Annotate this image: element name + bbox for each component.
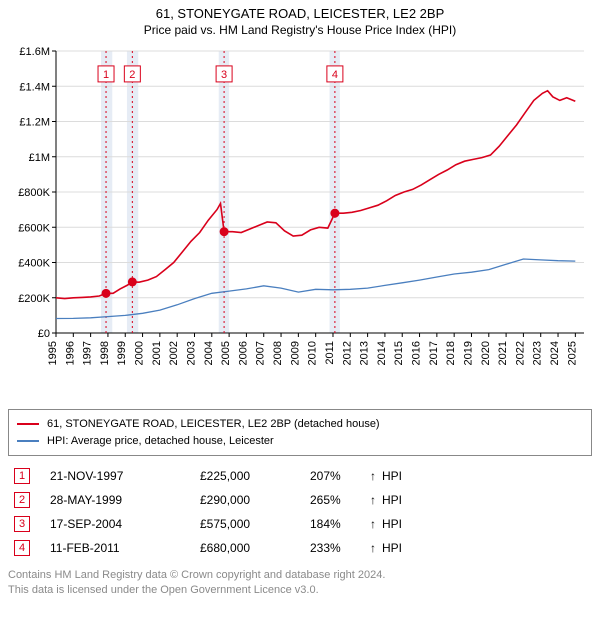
svg-text:£1.4M: £1.4M	[19, 81, 50, 93]
tx-hpi-label: HPI	[382, 517, 422, 531]
up-arrow-icon: ↑	[370, 469, 382, 483]
svg-text:£0: £0	[38, 328, 50, 340]
svg-text:£600K: £600K	[18, 222, 50, 234]
tx-marker-1: 1	[14, 468, 30, 484]
legend-row-hpi: HPI: Average price, detached house, Leic…	[17, 433, 583, 450]
svg-text:£400K: £400K	[18, 258, 50, 270]
tx-date: 28-MAY-1999	[50, 493, 200, 507]
chart-area: £0 £200K £400K £600K £800K £1M £1.2M £1.4M £1.6M…	[8, 43, 592, 403]
svg-text:2024: 2024	[549, 341, 561, 365]
tx-price: £575,000	[200, 517, 310, 531]
legend-swatch-property	[17, 423, 39, 425]
tx-hpi-label: HPI	[382, 493, 422, 507]
page: { "titles": { "line1": "61, STONEYGATE R…	[0, 0, 600, 620]
tx-hpi-label: HPI	[382, 469, 422, 483]
tx-date: 11-FEB-2011	[50, 541, 200, 555]
legend-row-property: 61, STONEYGATE ROAD, LEICESTER, LE2 2BP …	[17, 416, 583, 433]
svg-text:£800K: £800K	[18, 187, 50, 199]
tx-price: £290,000	[200, 493, 310, 507]
up-arrow-icon: ↑	[370, 493, 382, 507]
svg-text:2013: 2013	[359, 341, 371, 365]
svg-text:1997: 1997	[82, 341, 94, 365]
svg-text:£200K: £200K	[18, 293, 50, 305]
tx-price: £225,000	[200, 469, 310, 483]
table-row: 2 28-MAY-1999 £290,000 265% ↑ HPI	[8, 488, 592, 512]
legend-label-property: 61, STONEYGATE ROAD, LEICESTER, LE2 2BP …	[47, 416, 380, 433]
svg-text:2004: 2004	[203, 341, 215, 365]
svg-text:2020: 2020	[480, 341, 492, 365]
svg-text:2025: 2025	[566, 341, 578, 365]
chart-title-subtitle: Price paid vs. HM Land Registry's House …	[8, 23, 592, 37]
svg-text:£1.2M: £1.2M	[19, 117, 50, 129]
legend-label-hpi: HPI: Average price, detached house, Leic…	[47, 433, 274, 450]
svg-text:2017: 2017	[428, 341, 440, 365]
tx-price: £680,000	[200, 541, 310, 555]
svg-text:£1.6M: £1.6M	[19, 46, 50, 58]
table-row: 1 21-NOV-1997 £225,000 207% ↑ HPI	[8, 464, 592, 488]
svg-text:1995: 1995	[47, 341, 59, 365]
tx-date: 21-NOV-1997	[50, 469, 200, 483]
svg-text:2007: 2007	[255, 341, 267, 365]
svg-text:2000: 2000	[134, 341, 146, 365]
svg-text:2003: 2003	[185, 341, 197, 365]
svg-text:£1M: £1M	[29, 152, 50, 164]
svg-text:1998: 1998	[99, 341, 111, 365]
tx-marker-4: 4	[14, 540, 30, 556]
svg-text:1996: 1996	[64, 341, 76, 365]
svg-text:4: 4	[332, 69, 338, 81]
table-row: 3 17-SEP-2004 £575,000 184% ↑ HPI	[8, 512, 592, 536]
up-arrow-icon: ↑	[370, 541, 382, 555]
svg-text:2021: 2021	[497, 341, 509, 365]
svg-text:2: 2	[129, 69, 135, 81]
svg-text:2014: 2014	[376, 341, 388, 365]
transaction-table: 1 21-NOV-1997 £225,000 207% ↑ HPI 2 28-M…	[8, 464, 592, 560]
tx-pct: 184%	[310, 517, 370, 531]
footer-line-1: Contains HM Land Registry data © Crown c…	[8, 568, 592, 583]
svg-text:2002: 2002	[168, 341, 180, 365]
footer-line-2: This data is licensed under the Open Gov…	[8, 583, 592, 598]
svg-text:2023: 2023	[532, 341, 544, 365]
svg-text:2019: 2019	[462, 341, 474, 365]
legend-swatch-hpi	[17, 440, 39, 442]
table-row: 4 11-FEB-2011 £680,000 233% ↑ HPI	[8, 536, 592, 560]
svg-text:2011: 2011	[324, 341, 336, 365]
tx-hpi-label: HPI	[382, 541, 422, 555]
svg-text:2005: 2005	[220, 341, 232, 365]
svg-text:2012: 2012	[341, 341, 353, 365]
tx-marker-3: 3	[14, 516, 30, 532]
svg-text:2022: 2022	[514, 341, 526, 365]
chart-titles: 61, STONEYGATE ROAD, LEICESTER, LE2 2BP …	[8, 6, 592, 37]
tx-pct: 233%	[310, 541, 370, 555]
svg-text:1999: 1999	[116, 341, 128, 365]
tx-marker-2: 2	[14, 492, 30, 508]
svg-text:2016: 2016	[411, 341, 423, 365]
legend: 61, STONEYGATE ROAD, LEICESTER, LE2 2BP …	[8, 409, 592, 456]
svg-text:2001: 2001	[151, 341, 163, 365]
svg-text:2010: 2010	[307, 341, 319, 365]
price-chart: £0 £200K £400K £600K £800K £1M £1.2M £1.4M £1.6M…	[8, 43, 592, 403]
svg-text:2009: 2009	[289, 341, 301, 365]
tx-pct: 207%	[310, 469, 370, 483]
svg-text:2006: 2006	[237, 341, 249, 365]
svg-text:2015: 2015	[393, 341, 405, 365]
up-arrow-icon: ↑	[370, 517, 382, 531]
svg-text:3: 3	[221, 69, 227, 81]
svg-text:2008: 2008	[272, 341, 284, 365]
chart-title-address: 61, STONEYGATE ROAD, LEICESTER, LE2 2BP	[8, 6, 592, 21]
footer-attribution: Contains HM Land Registry data © Crown c…	[8, 568, 592, 598]
svg-text:1: 1	[103, 69, 109, 81]
tx-pct: 265%	[310, 493, 370, 507]
tx-date: 17-SEP-2004	[50, 517, 200, 531]
svg-text:2018: 2018	[445, 341, 457, 365]
